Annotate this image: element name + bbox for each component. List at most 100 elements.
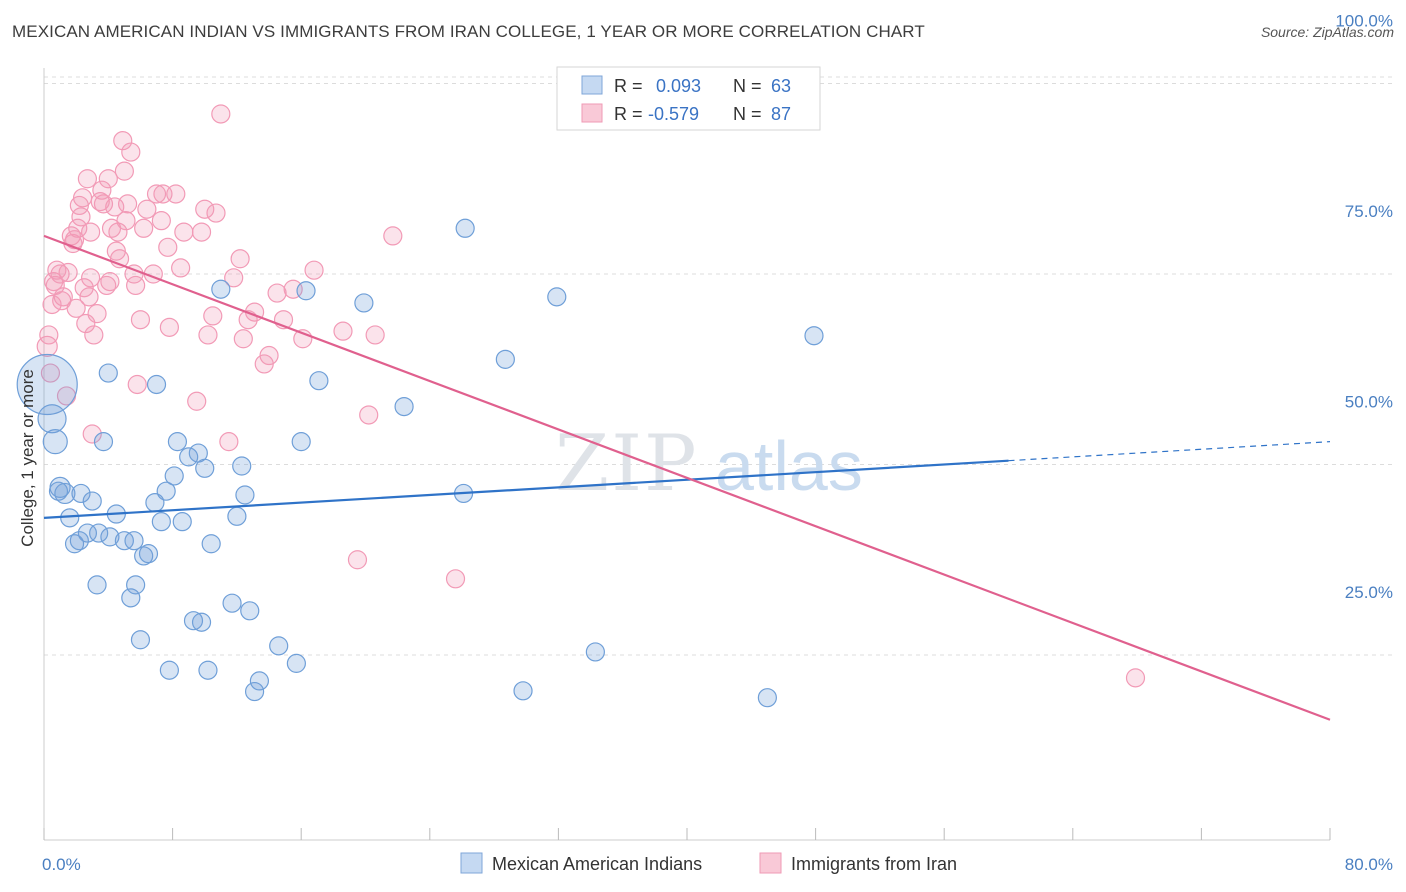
point-mexican-american-indians [513,681,533,701]
point-mexican-american-indians [191,612,212,632]
watermark: ZIP atlas [555,419,863,509]
series-legend: Mexican American Indians Immigrants from… [460,852,957,874]
point-immigrants-from-iran [93,194,114,214]
legend-r-label-2: R = [614,104,643,124]
point-immigrants-from-iran [84,325,104,345]
point-immigrants-from-iran [219,432,239,452]
point-immigrants-from-iran [79,287,99,307]
point-immigrants-from-iran [158,237,178,257]
point-mexican-american-indians [495,349,515,369]
point-mexican-american-indians [16,353,78,416]
point-immigrants-from-iran [445,569,466,589]
point-mexican-american-indians [183,611,204,631]
point-immigrants-from-iran [100,272,120,292]
point-mexican-american-indians [227,506,247,526]
point-immigrants-from-iran [171,258,191,278]
point-immigrants-from-iran [198,325,218,345]
trend-line-extension [1008,441,1331,462]
point-immigrants-from-iran [97,275,117,296]
point-immigrants-from-iran [68,218,88,238]
point-mexican-american-indians [69,531,89,551]
point-mexican-american-indians [138,544,159,564]
point-immigrants-from-iran [117,194,138,214]
point-immigrants-from-iran [126,275,146,296]
source-label: Source: ZipAtlas.com [1260,24,1394,40]
point-mexican-american-indians [249,671,270,691]
point-mexican-american-indians [235,485,255,505]
legend-n-value-2: 87 [771,104,791,124]
point-mexican-american-indians [179,447,199,467]
point-mexican-american-indians [151,512,171,532]
point-immigrants-from-iran [114,161,134,181]
point-immigrants-from-iran [137,199,157,219]
point-mexican-american-indians [48,481,69,501]
point-immigrants-from-iran [74,278,94,298]
legend-n-value-1: 63 [771,76,791,96]
trend-line-mexican-american-indians [43,459,1009,519]
point-immigrants-from-iran [365,325,385,345]
point-immigrants-from-iran [87,304,107,324]
point-mexican-american-indians [195,458,215,478]
point-mexican-american-indians [42,429,68,455]
point-immigrants-from-iran [174,222,194,242]
point-immigrants-from-iran [224,268,244,288]
series-legend-label-1: Mexican American Indians [492,854,702,874]
axes [43,68,1331,841]
x-tick-labels: 0.0% 80.0% [42,855,1393,874]
point-mexican-american-indians [354,293,374,313]
point-immigrants-from-iran [259,345,279,366]
point-immigrants-from-iran [211,104,231,124]
point-mexican-american-indians [232,456,252,476]
series-legend-label-2: Immigrants from Iran [791,854,957,874]
point-mexican-american-indians [296,281,316,301]
point-mexican-american-indians [130,630,151,650]
point-immigrants-from-iran [113,131,133,151]
point-mexican-american-indians [77,523,98,543]
point-mexican-american-indians [455,218,475,238]
point-immigrants-from-iran [82,424,102,444]
point-mexican-american-indians [244,681,265,702]
point-immigrants-from-iran [230,249,250,269]
point-immigrants-from-iran [1125,668,1146,688]
point-mexican-american-indians [93,432,114,452]
legend-swatch-pink [581,103,603,123]
x-tick-min: 0.0% [42,855,81,874]
correlation-legend: R = 0.093 N = 63 R = -0.579 N = 87 [556,66,821,131]
point-mexican-american-indians [146,374,167,395]
point-immigrants-from-iran [44,272,64,292]
series-legend-swatch-blue [460,852,483,874]
point-immigrants-from-iran [166,184,186,204]
point-immigrants-from-iran [108,222,128,242]
point-immigrants-from-iran [121,142,141,162]
chart-title: MEXICAN AMERICAN INDIAN VS IMMIGRANTS FR… [12,22,925,41]
point-immigrants-from-iran [347,550,368,570]
point-mexican-american-indians [164,466,184,486]
point-mexican-american-indians [286,653,306,673]
point-immigrants-from-iran [127,374,147,395]
point-mexican-american-indians [82,491,102,511]
point-immigrants-from-iran [195,199,215,219]
point-mexican-american-indians [201,534,221,554]
x-tick-max: 80.0% [1345,855,1393,874]
legend-r-label-1: R = [614,76,643,96]
point-mexican-american-indians [222,593,242,613]
legend-swatch-blue [581,75,603,95]
point-immigrants-from-iran [116,211,136,231]
series-legend-swatch-pink [759,852,782,874]
point-mexican-american-indians [211,279,231,299]
point-immigrants-from-iran [61,226,81,246]
point-immigrants-from-iran [359,405,379,425]
point-immigrants-from-iran [304,260,324,280]
point-immigrants-from-iran [40,363,61,383]
point-mexican-american-indians [60,508,80,528]
y-axis-label: College, 1 year or more [18,369,37,547]
point-mexican-american-indians [804,326,824,346]
point-immigrants-from-iran [52,291,72,311]
point-immigrants-from-iran [98,169,118,189]
point-immigrants-from-iran [191,222,212,242]
point-immigrants-from-iran [146,184,167,204]
point-immigrants-from-iran [206,203,226,223]
point-immigrants-from-iran [77,169,98,189]
point-mexican-american-indians [71,483,91,504]
